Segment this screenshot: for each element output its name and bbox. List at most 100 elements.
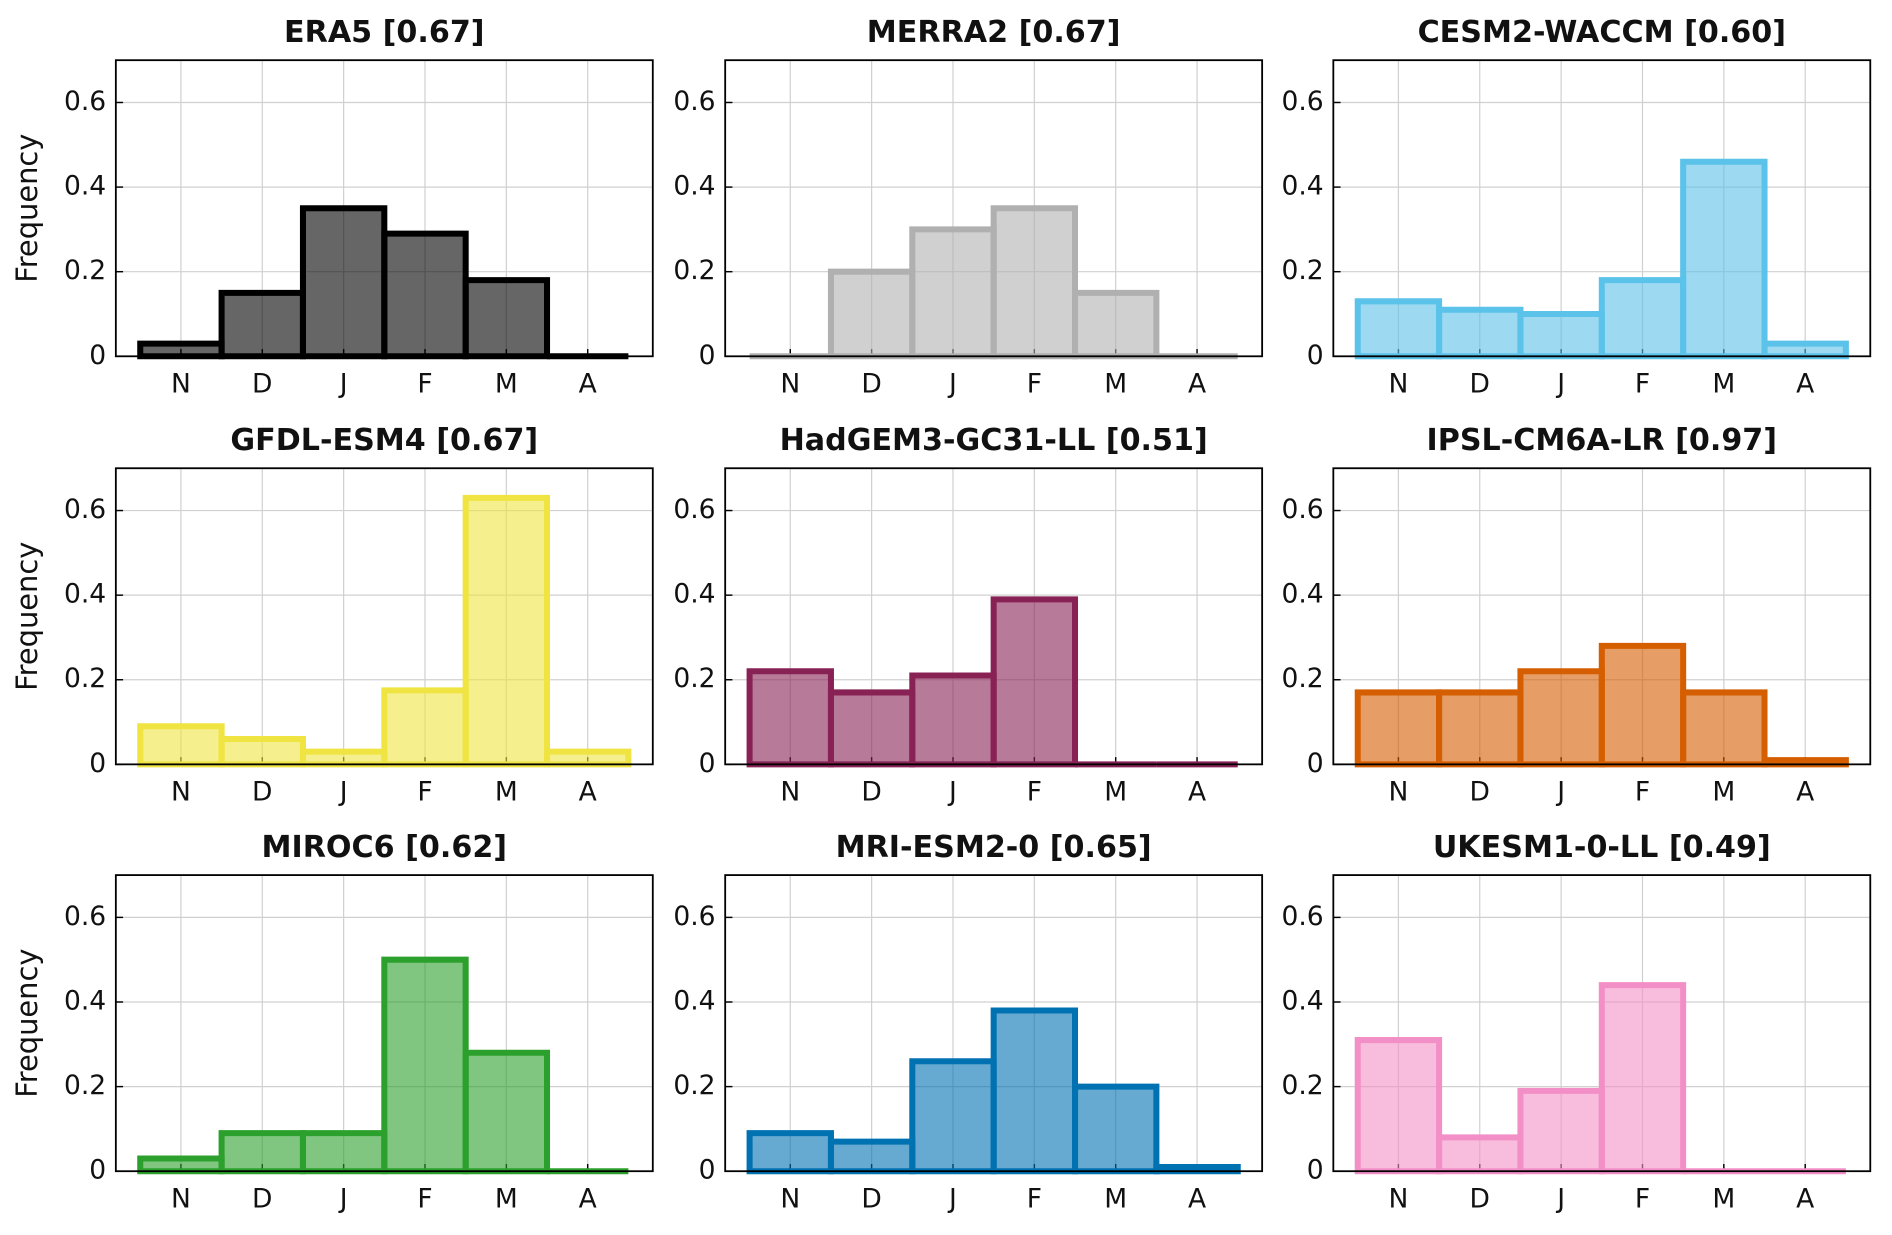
x-tick-label: M (1712, 1184, 1735, 1215)
y-tick-label: 0.2 (64, 1070, 106, 1101)
bar (137, 1155, 225, 1175)
y-tick-label: 0.4 (64, 171, 106, 202)
bar (1680, 689, 1768, 768)
bar (462, 494, 551, 768)
x-tick-label: A (579, 777, 597, 808)
bar (381, 956, 469, 1175)
axes-frame (724, 467, 1264, 766)
x-tick-label: F (1635, 1184, 1650, 1215)
bar (990, 205, 1079, 360)
x-tick-label: N (1388, 1184, 1408, 1215)
x-tick-label: A (579, 369, 597, 400)
bar (137, 340, 225, 360)
x-tick-label: D (1470, 1184, 1490, 1215)
bar (1761, 340, 1849, 360)
y-tick-label: 0 (1307, 1155, 1324, 1186)
bar (827, 689, 916, 768)
x-tick-label: J (1555, 777, 1565, 808)
bar (1598, 642, 1687, 768)
x-tick-label: M (495, 1184, 518, 1215)
y-tick-label: 0.6 (64, 901, 106, 932)
x-tick-label: J (338, 369, 348, 400)
x-tick-label: A (1796, 369, 1814, 400)
panel-title: HadGEM3-GC31-LL [0.51] (780, 423, 1208, 458)
axes-frame (1332, 59, 1872, 358)
y-tick-label: 0.6 (1281, 494, 1323, 525)
bar (462, 277, 551, 360)
y-tick-label: 0.4 (1281, 171, 1323, 202)
y-tick-label: 0 (89, 340, 106, 371)
x-tick-label: N (171, 369, 191, 400)
panel-title: MIROC6 [0.62] (262, 830, 508, 865)
bar (218, 289, 306, 360)
bar (1354, 1037, 1443, 1175)
y-tick-label: 0.2 (673, 663, 715, 694)
bar (746, 1130, 834, 1175)
x-tick-label: N (780, 369, 800, 400)
bar (381, 687, 469, 768)
bar (299, 1130, 388, 1175)
bar (1436, 306, 1524, 360)
bar (746, 668, 834, 768)
x-tick-label: A (1188, 369, 1206, 400)
y-tick-label: 0.6 (1281, 901, 1323, 932)
x-tick-label: D (252, 1184, 272, 1215)
bar (1517, 310, 1605, 360)
x-tick-label: F (1027, 1184, 1042, 1215)
y-tick-label: 0.2 (1281, 663, 1323, 694)
bar (1436, 1134, 1524, 1175)
axes-frame (114, 59, 654, 358)
x-tick-label: J (338, 777, 348, 808)
x-tick-label: A (1188, 777, 1206, 808)
y-tick-label: 0 (699, 340, 716, 371)
x-tick-label: M (495, 369, 518, 400)
bar (1072, 1083, 1160, 1175)
bar (827, 268, 916, 360)
bar (1354, 298, 1443, 360)
bar (909, 226, 997, 360)
y-tick-label: 0.6 (64, 86, 106, 117)
bar (137, 723, 225, 768)
bar (909, 672, 997, 768)
panel-title: UKESM1-0-LL [0.49] (1433, 830, 1771, 865)
bar (1598, 277, 1687, 360)
y-tick-label: 0.4 (673, 579, 715, 610)
x-tick-label: J (1555, 1184, 1565, 1215)
panel-title: MRI-ESM2-0 [0.65] (836, 830, 1152, 865)
bar (1072, 289, 1160, 360)
bar (1680, 158, 1768, 360)
bar (381, 230, 469, 360)
bar (1598, 982, 1687, 1175)
y-tick-label: 0.2 (1281, 1070, 1323, 1101)
x-tick-label: M (1104, 777, 1127, 808)
bar (544, 748, 632, 768)
y-tick-label: 0.6 (673, 494, 715, 525)
x-tick-label: D (1470, 777, 1490, 808)
x-tick-label: F (1635, 369, 1650, 400)
bar (1517, 668, 1605, 768)
y-axis-label: Frequency (10, 542, 44, 691)
panel-title: MERRA2 [0.67] (867, 15, 1121, 50)
y-tick-label: 0 (89, 1155, 106, 1186)
y-tick-label: 0.6 (673, 86, 715, 117)
x-tick-label: N (171, 777, 191, 808)
x-tick-label: M (1104, 1184, 1127, 1215)
x-tick-label: J (947, 777, 957, 808)
panel-title: CESM2-WACCM [0.60] (1418, 15, 1786, 50)
bar (1517, 1087, 1605, 1175)
x-tick-label: J (947, 369, 957, 400)
x-tick-label: N (1388, 369, 1408, 400)
x-tick-label: M (1712, 369, 1735, 400)
y-tick-label: 0.4 (673, 986, 715, 1017)
bar (299, 205, 388, 360)
x-tick-label: N (780, 777, 800, 808)
bar (299, 748, 388, 768)
axes-frame (1332, 467, 1872, 766)
y-tick-label: 0.2 (1281, 255, 1323, 286)
panel-title: IPSL-CM6A-LR [0.97] (1427, 423, 1778, 458)
axes-frame (114, 874, 654, 1173)
panel-title: GFDL-ESM4 [0.67] (230, 423, 538, 458)
y-tick-label: 0 (89, 748, 106, 779)
x-tick-label: D (252, 777, 272, 808)
bar (909, 1058, 997, 1175)
